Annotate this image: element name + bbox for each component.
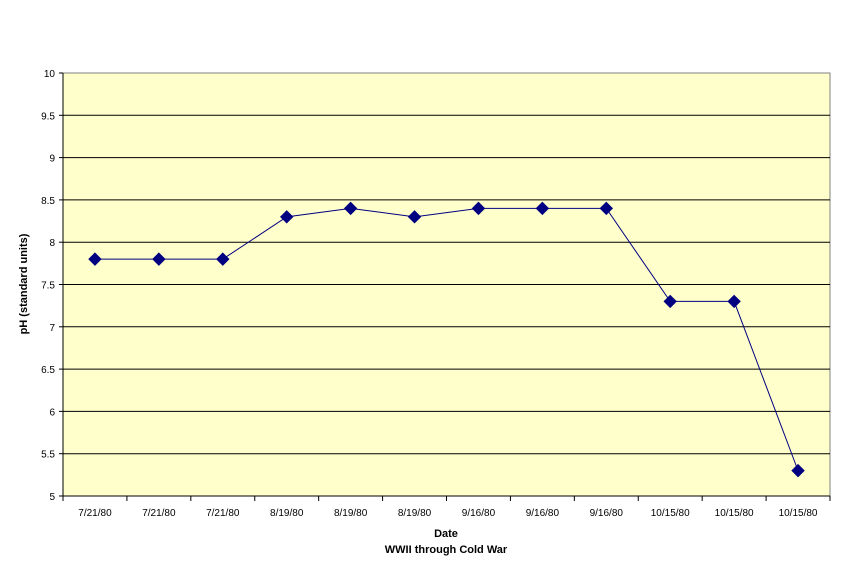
y-axis-ticks: 5 5.5 6 6.5 7 7.5 8 8.5 9 9.5 10: [41, 69, 64, 503]
x-tick-label: 8/19/80: [398, 508, 432, 519]
series-line: [94, 207, 799, 471]
x-tick-label: 9/16/80: [526, 508, 560, 519]
y-tick-label: 6: [49, 407, 55, 418]
x-tick-label: 10/15/80: [779, 508, 818, 519]
x-tick-label: 9/16/80: [462, 508, 496, 519]
x-axis-title: Date: [434, 528, 458, 540]
data-point-marker: [280, 210, 294, 224]
x-tick-label: 9/16/80: [590, 508, 624, 519]
y-tick-label: 5.5: [41, 450, 55, 461]
x-axis-subtitle: WWII through Cold War: [385, 544, 508, 556]
data-point-marker: [535, 201, 550, 216]
y-tick-label: 10: [44, 69, 56, 80]
x-tick-label: 8/19/80: [270, 508, 304, 519]
data-point-marker: [216, 252, 230, 266]
data-series: [88, 201, 805, 478]
x-tick-label: 7/21/80: [142, 508, 176, 519]
data-point-marker: [88, 252, 102, 266]
data-point-marker: [663, 294, 677, 309]
data-point-marker: [599, 201, 613, 216]
data-point-marker: [152, 252, 166, 266]
data-point-marker: [727, 294, 741, 309]
x-tick-label: 10/15/80: [715, 508, 754, 519]
data-point-marker: [471, 201, 486, 216]
x-tick-label: 10/15/80: [651, 508, 690, 519]
x-tick-label: 7/21/80: [206, 508, 240, 519]
y-tick-label: 9.5: [41, 111, 55, 122]
y-tick-label: 6.5: [41, 365, 55, 376]
y-tick-label: 5: [49, 492, 55, 503]
x-tick-label: 7/21/80: [78, 508, 112, 519]
x-tick-label: 8/19/80: [334, 508, 368, 519]
data-point-marker: [791, 463, 805, 478]
data-point-marker: [407, 210, 422, 224]
y-tick-label: 9: [49, 154, 55, 165]
y-tick-label: 7.5: [41, 281, 55, 292]
gridlines: [63, 114, 830, 455]
x-axis-ticks: 7/21/80 7/21/80 7/21/80 8/19/80 8/19/80 8/19/…: [62, 495, 831, 519]
y-tick-label: 8: [49, 238, 55, 249]
data-point-marker: [343, 201, 358, 216]
y-tick-label: 8.5: [41, 196, 55, 207]
y-tick-label: 7: [49, 323, 55, 334]
y-axis-title: pH (standard units): [18, 233, 30, 334]
